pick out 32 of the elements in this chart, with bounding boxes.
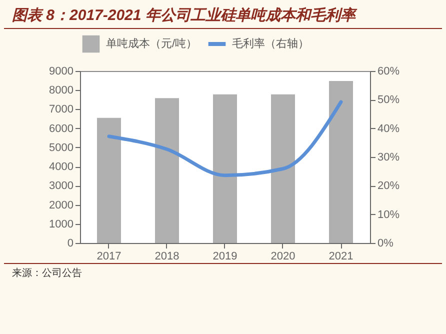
y2-tick-label: 50%	[378, 94, 400, 106]
y-tick-label: 8000	[49, 84, 74, 97]
line-series	[107, 100, 343, 178]
y2-tick-label: 0%	[378, 238, 394, 250]
x-tick-label: 2017	[96, 250, 122, 262]
bar	[213, 94, 237, 243]
y2-tick-label: 30%	[378, 152, 400, 164]
source-note: 来源：公司公告	[4, 263, 442, 282]
y-tick-label: 9000	[49, 66, 74, 78]
y2-tick-label: 60%	[378, 66, 400, 78]
x-tick-label: 2021	[328, 250, 354, 262]
bar	[329, 80, 353, 243]
legend-label: 单吨成本（元/吨）	[106, 37, 198, 50]
x-tick-label: 2019	[212, 250, 238, 262]
bar	[155, 98, 179, 243]
y2-tick-label: 40%	[378, 122, 400, 135]
y2-tick-label: 10%	[378, 208, 400, 221]
bar	[97, 118, 121, 243]
x-tick-label: 2020	[270, 250, 296, 262]
x-tick-label: 2018	[154, 250, 180, 262]
y-tick-label: 0	[67, 238, 74, 250]
y-tick-label: 2000	[49, 199, 74, 212]
y-tick-label: 7000	[49, 104, 74, 116]
y2-tick-label: 20%	[378, 180, 400, 192]
y-tick-label: 6000	[49, 122, 74, 135]
y-tick-label: 4000	[49, 161, 74, 174]
y-tick-label: 3000	[49, 180, 74, 192]
bar	[271, 94, 295, 243]
legend-label: 毛利率（右轴）	[232, 37, 309, 50]
y-tick-label: 1000	[49, 218, 74, 230]
y-tick-label: 5000	[49, 142, 74, 154]
chart-title: 图表 8：2017-2021 年公司工业硅单吨成本和毛利率	[4, 0, 442, 29]
